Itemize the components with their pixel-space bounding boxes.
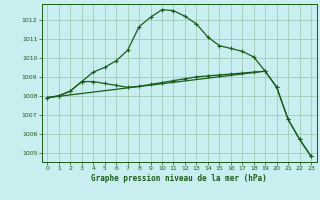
X-axis label: Graphe pression niveau de la mer (hPa): Graphe pression niveau de la mer (hPa): [91, 174, 267, 183]
